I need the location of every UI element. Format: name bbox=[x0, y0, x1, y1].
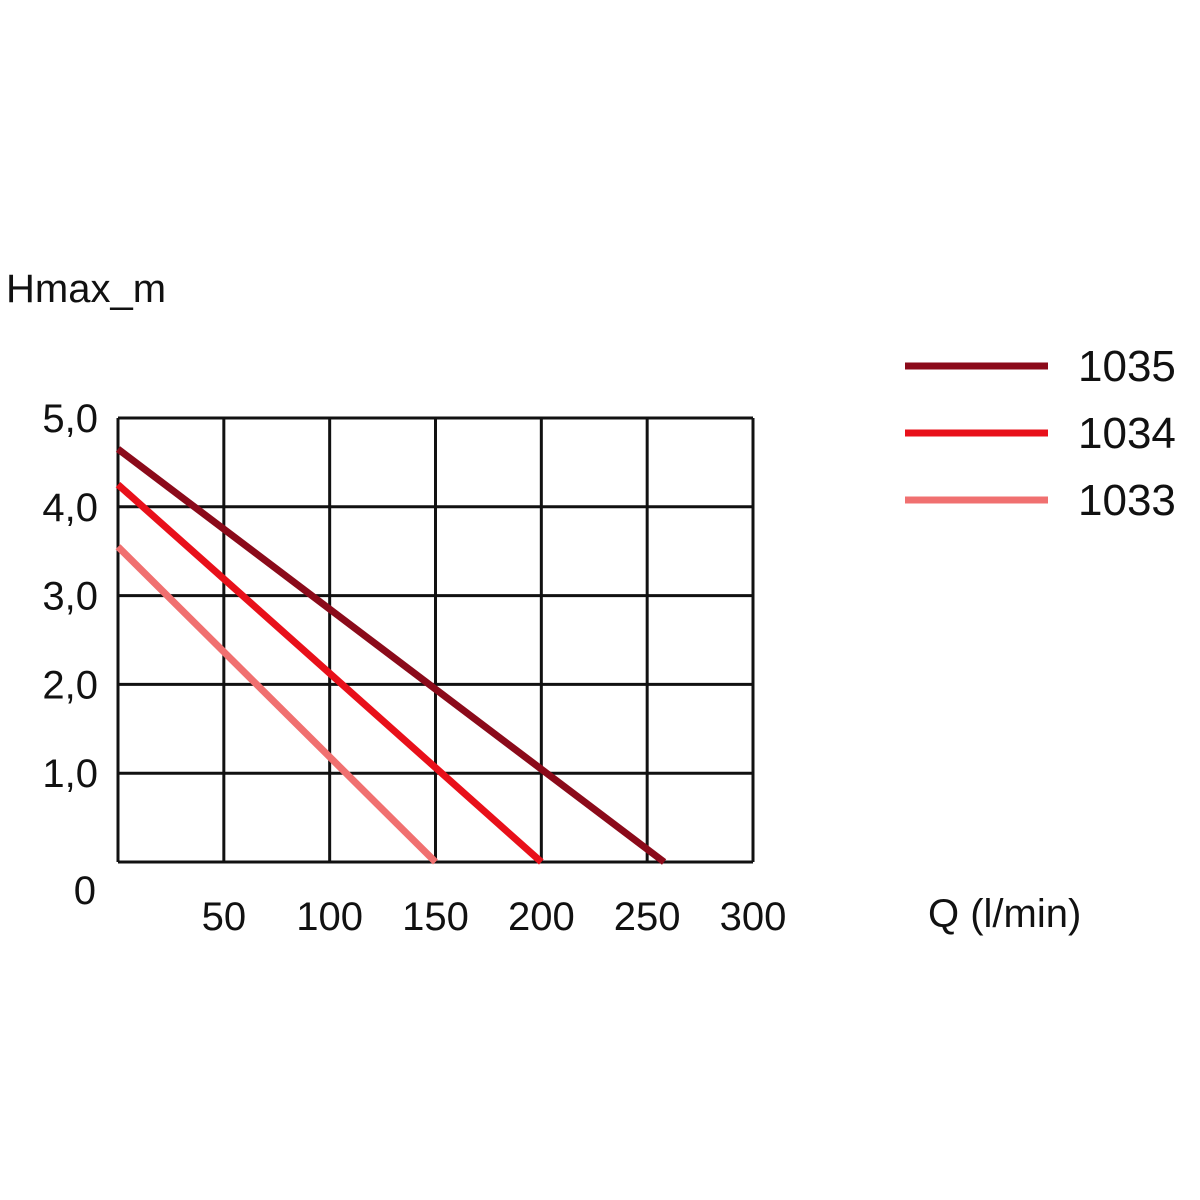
x-tick-label: 150 bbox=[402, 895, 469, 939]
y-tick-label: 1,0 bbox=[42, 752, 98, 796]
legend-item-1034: 1034 bbox=[905, 409, 1176, 458]
grid bbox=[116, 416, 755, 864]
x-tick-label: 200 bbox=[508, 895, 575, 939]
legend-label: 1033 bbox=[1078, 476, 1176, 525]
legend: 1035 1034 1033 bbox=[905, 342, 1176, 525]
tick-labels: 50 100 150 200 250 300 0 1,0 2,0 3,0 4,0 5,0 bbox=[42, 397, 786, 939]
x-tick-label: 250 bbox=[614, 895, 681, 939]
y-tick-label: 4,0 bbox=[42, 486, 98, 530]
series-line-1034 bbox=[115, 481, 544, 865]
series-lines bbox=[115, 446, 667, 865]
y-tick-label: 5,0 bbox=[42, 397, 98, 441]
y-tick-label: 3,0 bbox=[42, 575, 98, 619]
y-tick-label: 0 bbox=[74, 869, 96, 913]
legend-label: 1035 bbox=[1078, 342, 1176, 391]
x-tick-label: 50 bbox=[202, 895, 247, 939]
x-tick-label: 300 bbox=[720, 895, 787, 939]
legend-item-1035: 1035 bbox=[905, 342, 1176, 391]
series-line-1035 bbox=[115, 446, 667, 865]
legend-label: 1034 bbox=[1078, 409, 1176, 458]
series-line-1033 bbox=[115, 544, 438, 865]
legend-item-1033: 1033 bbox=[905, 476, 1176, 525]
y-tick-label: 2,0 bbox=[42, 663, 98, 707]
y-axis-label: Hmax_m bbox=[6, 267, 166, 311]
x-tick-label: 100 bbox=[296, 895, 363, 939]
x-axis-label: Q (l/min) bbox=[928, 892, 1081, 936]
